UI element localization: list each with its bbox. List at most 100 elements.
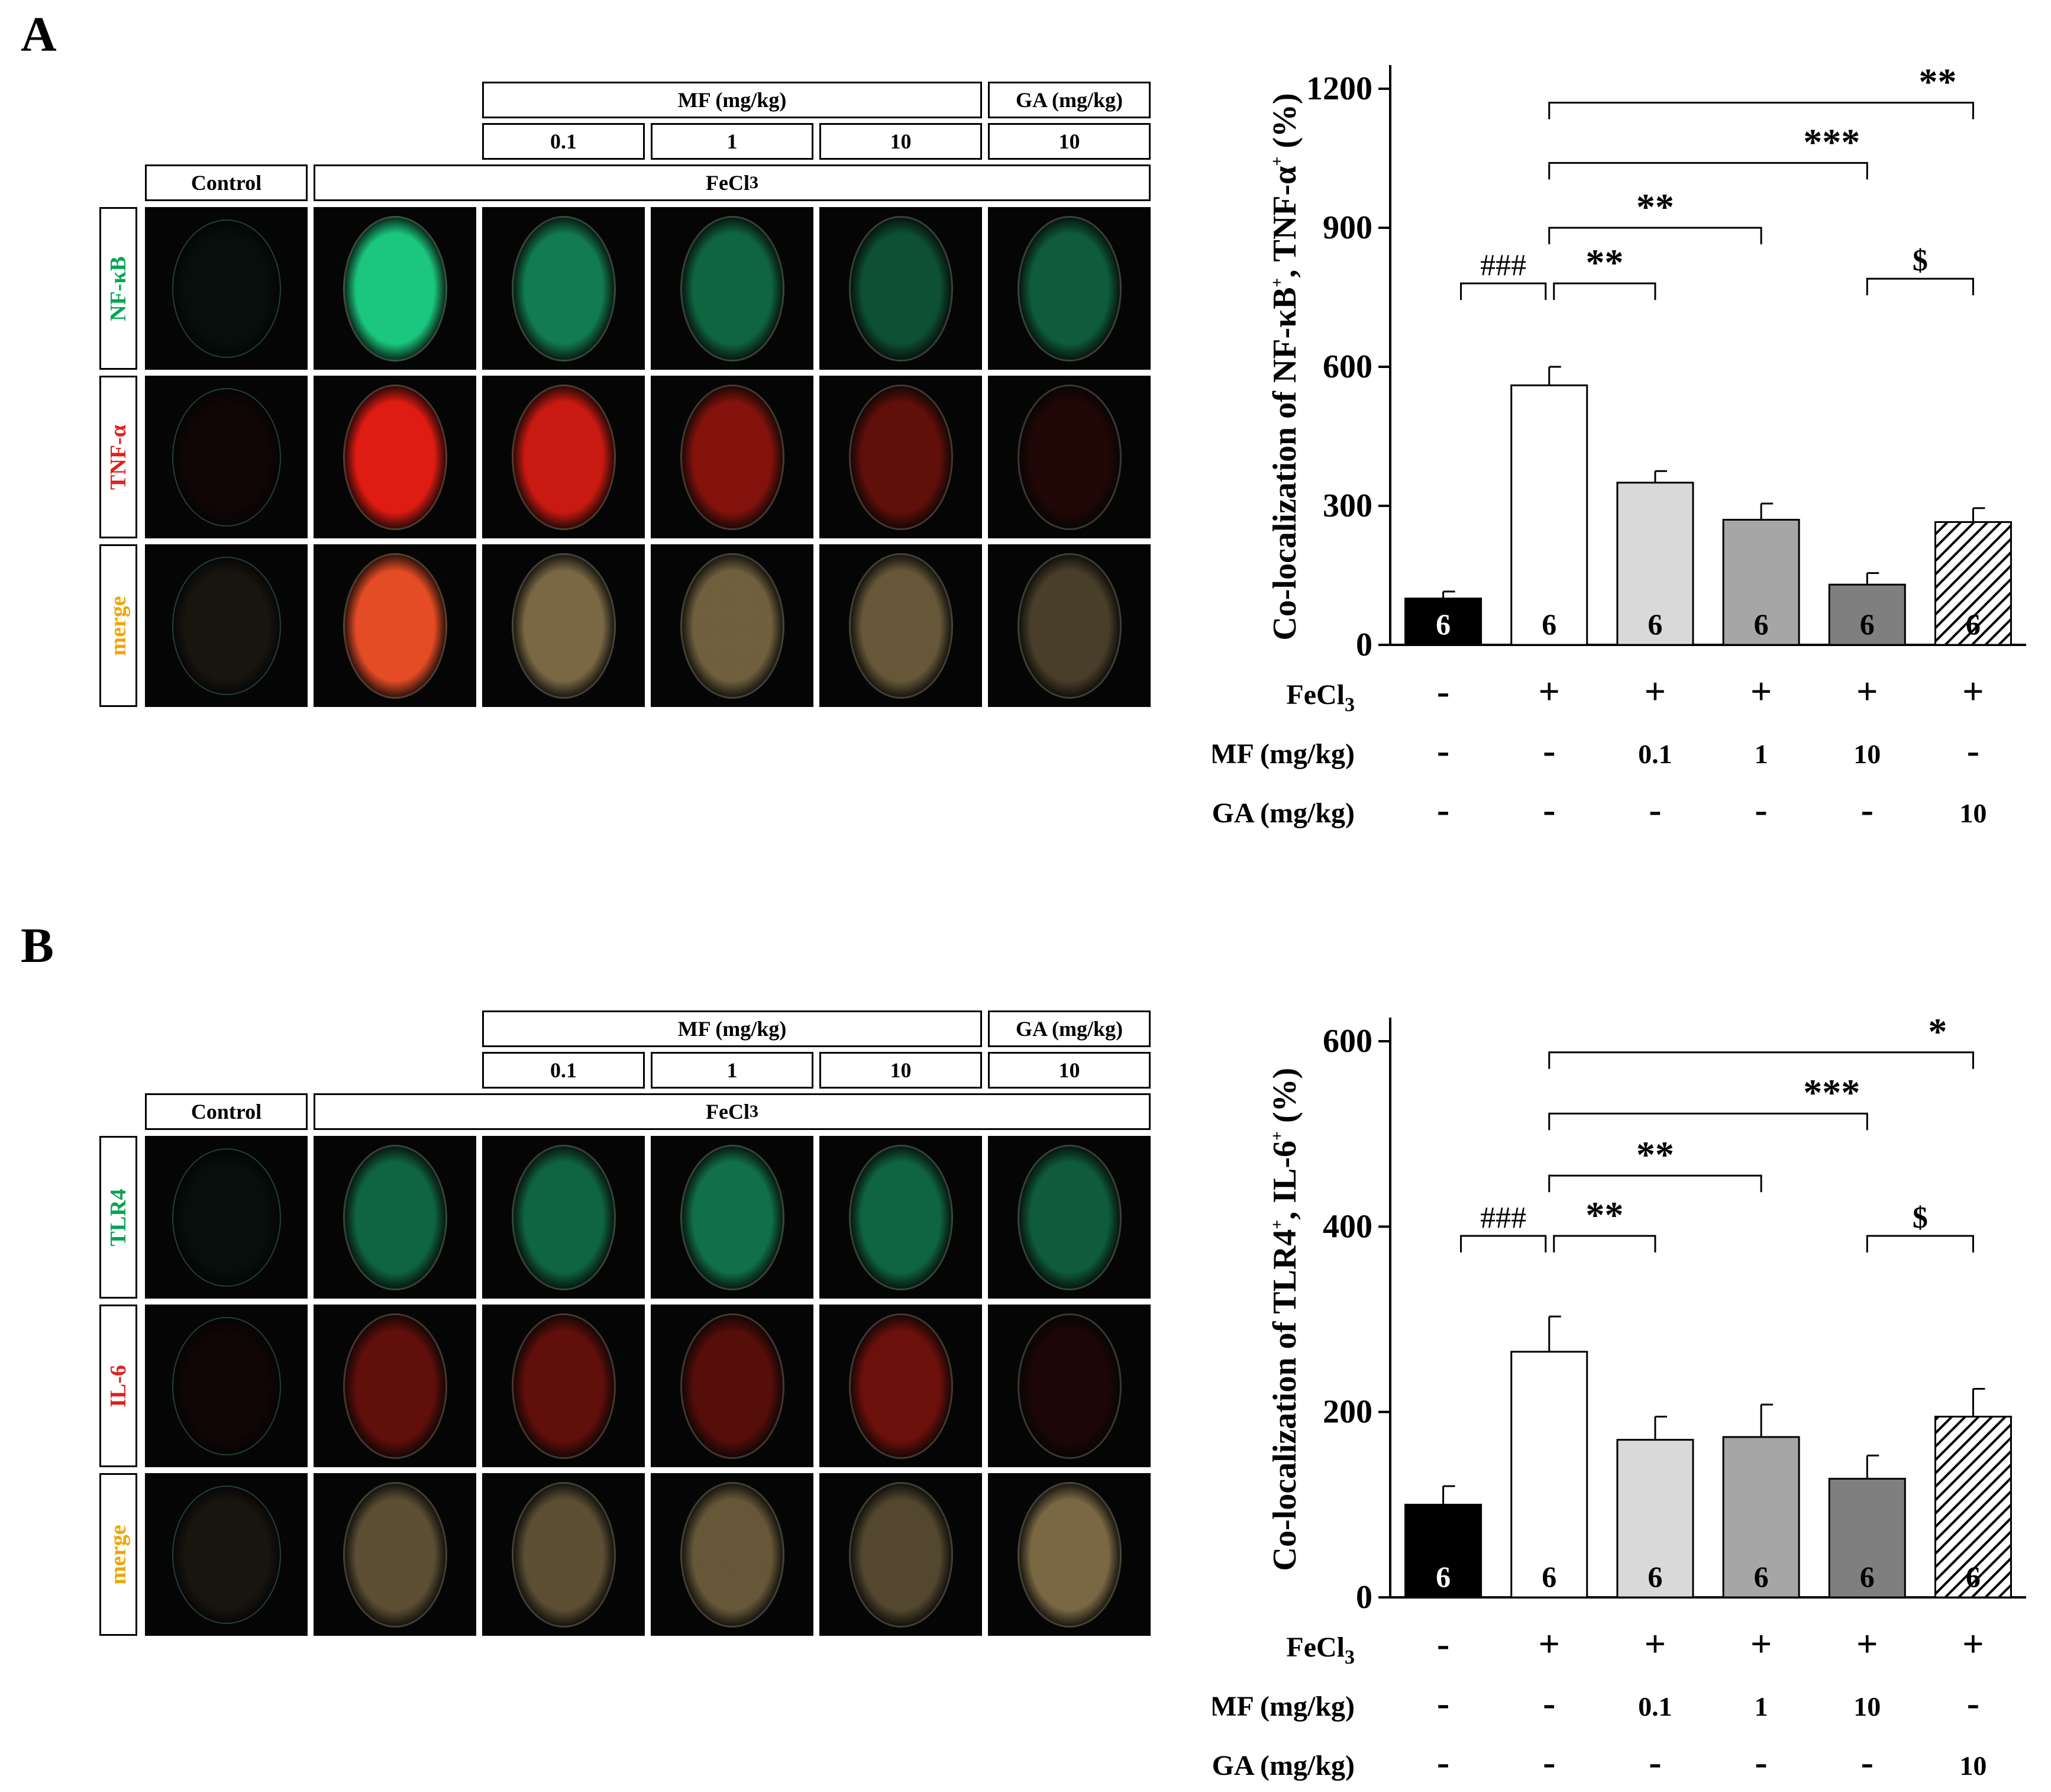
fecl3-header: FeCl 3 bbox=[314, 1093, 1151, 1130]
n-label: 6 bbox=[1542, 1560, 1556, 1593]
significance-label: ** bbox=[1636, 186, 1674, 228]
row-label-merge: merge bbox=[99, 544, 137, 707]
micrograph-cell bbox=[482, 1305, 645, 1467]
dose-header: 10 bbox=[988, 1052, 1151, 1089]
treatment-value: - bbox=[1967, 1682, 1979, 1724]
micrograph-cell bbox=[651, 207, 813, 370]
treatment-value: - bbox=[1543, 729, 1555, 771]
significance-bracket bbox=[1866, 1235, 1974, 1252]
significance-label: $ bbox=[1913, 1201, 1928, 1235]
row-label-il-6: IL-6 bbox=[99, 1305, 137, 1467]
significance-label: ### bbox=[1480, 248, 1526, 282]
treatment-row-label: GA (mg/kg) bbox=[1213, 1750, 1355, 1781]
n-label: 6 bbox=[1860, 608, 1875, 641]
y-tick-label: 900 bbox=[1323, 209, 1372, 246]
micrograph-cell bbox=[145, 1473, 308, 1636]
treatment-row-label: FeCl3 bbox=[1286, 1632, 1355, 1668]
micrograph-cell bbox=[651, 544, 813, 707]
treatment-value: - bbox=[1861, 1741, 1874, 1783]
treatment-row-label: GA (mg/kg) bbox=[1213, 797, 1355, 829]
treatment-value: 10 bbox=[1959, 798, 1987, 828]
micrograph-cell bbox=[988, 544, 1151, 707]
significance-bracket bbox=[1548, 1112, 1868, 1131]
bar bbox=[1722, 519, 1800, 646]
dose-header: 10 bbox=[988, 123, 1151, 160]
treatment-value: + bbox=[1750, 670, 1772, 712]
micrograph-cell bbox=[651, 1473, 813, 1636]
treatment-value: 0.1 bbox=[1638, 739, 1672, 769]
dose-header: 10 bbox=[819, 1052, 982, 1089]
n-label: 6 bbox=[1648, 608, 1662, 641]
micrograph-cell bbox=[819, 1305, 982, 1467]
row-label-tnf-: TNF-α bbox=[99, 376, 137, 538]
control-header: Control bbox=[145, 164, 308, 201]
significance-bracket bbox=[1866, 277, 1974, 296]
micrograph-cell bbox=[145, 1305, 308, 1467]
treatment-value: - bbox=[1437, 1741, 1449, 1783]
treatment-value: - bbox=[1755, 789, 1767, 831]
micrograph-cell bbox=[819, 376, 982, 538]
micrograph-cell bbox=[988, 1136, 1151, 1299]
significance-bracket bbox=[1460, 1235, 1547, 1252]
n-label: 6 bbox=[1648, 1560, 1662, 1593]
micrograph-cell bbox=[482, 1136, 645, 1299]
treatment-value: - bbox=[1649, 1741, 1661, 1783]
ga-group-header: GA (mg/kg) bbox=[988, 1010, 1151, 1047]
treatment-value: - bbox=[1543, 789, 1555, 831]
treatment-value: + bbox=[1962, 1623, 1984, 1665]
micrograph-cell bbox=[314, 1136, 476, 1299]
significance-bracket bbox=[1553, 282, 1656, 300]
dose-header: 0.1 bbox=[482, 123, 645, 160]
bar bbox=[1722, 1436, 1800, 1599]
significance-bracket bbox=[1548, 162, 1868, 180]
treatment-row-label: MF (mg/kg) bbox=[1213, 738, 1355, 770]
micrograph-cell bbox=[482, 1473, 645, 1636]
micrograph-cell bbox=[482, 207, 645, 370]
significance-label: ** bbox=[1585, 1194, 1623, 1236]
ga-group-header: GA (mg/kg) bbox=[988, 82, 1151, 118]
micrograph-cell bbox=[145, 376, 308, 538]
treatment-row-label: MF (mg/kg) bbox=[1213, 1691, 1355, 1722]
n-label: 6 bbox=[1966, 608, 1981, 641]
n-label: 6 bbox=[1436, 608, 1451, 641]
micrograph-cell bbox=[145, 1136, 308, 1299]
treatment-value: + bbox=[1856, 670, 1878, 712]
bar bbox=[1510, 1351, 1588, 1599]
significance-label: ** bbox=[1636, 1134, 1674, 1176]
treatment-value: - bbox=[1437, 789, 1449, 831]
significance-label: * bbox=[1928, 1010, 1947, 1052]
panel-label-a: A bbox=[21, 7, 57, 62]
row-label-nf-b: NF-κB bbox=[99, 207, 137, 370]
micrograph-cell bbox=[651, 376, 813, 538]
treatment-value: - bbox=[1437, 1623, 1449, 1665]
significance-bracket bbox=[1460, 282, 1547, 300]
micrograph-cell bbox=[819, 1473, 982, 1636]
micrograph-cell bbox=[314, 544, 476, 707]
micrograph-cell bbox=[145, 207, 308, 370]
treatment-value: - bbox=[1755, 1741, 1767, 1783]
y-tick-label: 1200 bbox=[1306, 70, 1372, 107]
mf-group-header: MF (mg/kg) bbox=[482, 1010, 982, 1047]
treatment-value: - bbox=[1437, 670, 1449, 712]
treatment-value: 1 bbox=[1755, 739, 1768, 769]
significance-label: ** bbox=[1918, 61, 1956, 103]
treatment-value: 1 bbox=[1755, 1691, 1768, 1722]
micrograph-cell bbox=[482, 544, 645, 707]
bar bbox=[1828, 1477, 1906, 1599]
micrograph-cell bbox=[988, 1305, 1151, 1467]
n-label: 6 bbox=[1436, 1560, 1451, 1593]
n-label: 6 bbox=[1542, 608, 1556, 641]
bar bbox=[1616, 482, 1694, 646]
significance-bracket bbox=[1548, 1051, 1974, 1069]
treatment-value: + bbox=[1645, 1623, 1666, 1665]
significance-label: ### bbox=[1480, 1201, 1526, 1235]
dose-header: 1 bbox=[651, 123, 813, 160]
treatment-value: - bbox=[1649, 789, 1661, 831]
micrograph-cell bbox=[314, 1473, 476, 1636]
significance-label: $ bbox=[1913, 244, 1928, 277]
treatment-value: - bbox=[1437, 1682, 1449, 1724]
treatment-value: 0.1 bbox=[1638, 1691, 1672, 1722]
significance-label: *** bbox=[1803, 1071, 1860, 1113]
y-tick-label: 600 bbox=[1323, 1023, 1372, 1060]
micrograph-cell bbox=[988, 376, 1151, 538]
